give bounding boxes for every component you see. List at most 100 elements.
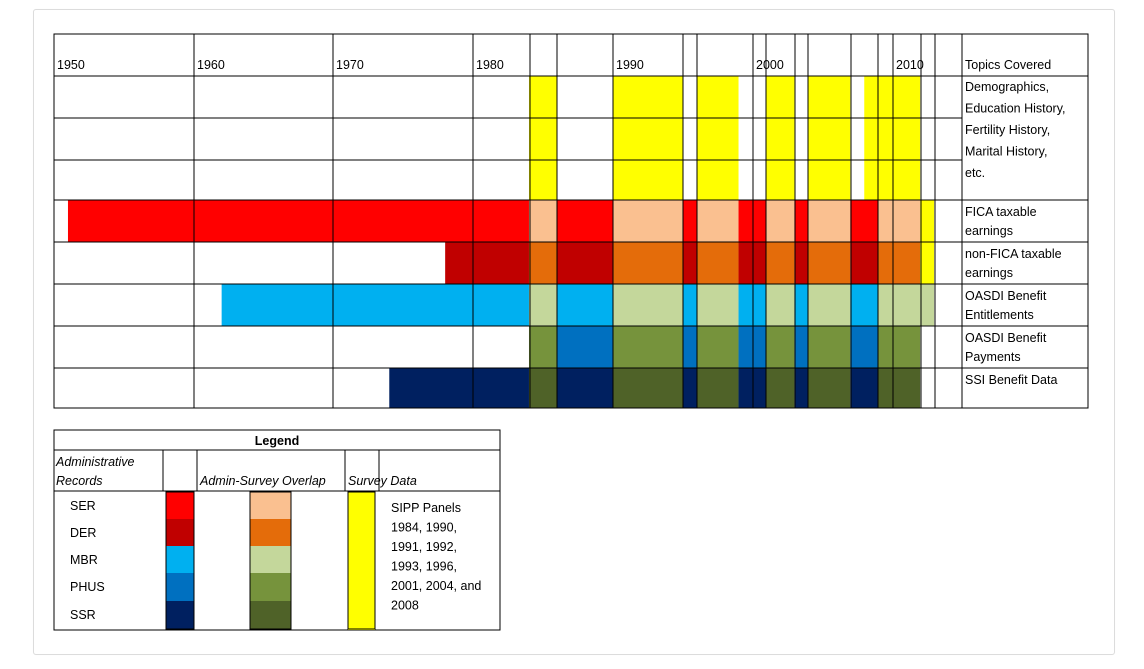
legend-table: Legend Administrative Records Admin-Survey …	[53, 429, 501, 631]
der-overlap-bar	[528, 242, 557, 284]
phus-overlap-bar	[696, 326, 739, 368]
legend-record-label: MBR	[70, 553, 98, 567]
decade-label: 1990	[616, 58, 644, 72]
mbr-admin-bar	[850, 284, 879, 326]
legend-record-label: PHUS	[70, 580, 105, 594]
ser-admin-bar	[682, 200, 697, 242]
legend-swatch-overlap-ser	[250, 492, 291, 519]
survey-topic-line: Demographics,	[965, 80, 1049, 94]
legend-survey-note: 1991, 1992,	[391, 540, 457, 554]
topic-der: earnings	[965, 266, 1013, 280]
survey-topic-line: Education History,	[965, 102, 1066, 116]
legend-survey-note: SIPP Panels	[391, 501, 461, 515]
legend-record-label: SER	[70, 499, 96, 513]
decade-label: 1980	[476, 58, 504, 72]
ssr-admin-bar	[850, 368, 879, 408]
topics-header: Topics Covered	[965, 58, 1051, 72]
ser-overlap-bar	[808, 200, 851, 242]
legend-swatch-overlap-ssr	[250, 601, 291, 629]
der-overlap-bar	[612, 242, 683, 284]
topic-mbr: OASDI Benefit	[965, 289, 1047, 303]
legend-record-label: SSR	[70, 608, 96, 622]
decade-label: 2010	[896, 58, 924, 72]
der-admin-bar	[445, 242, 529, 284]
der-survey-bar	[920, 242, 935, 284]
phus-overlap-bar	[528, 326, 557, 368]
phus-overlap-bar	[808, 326, 851, 368]
ssr-overlap-bar	[878, 368, 921, 408]
ser-overlap-bar	[696, 200, 739, 242]
legend-swatch-frame	[249, 491, 292, 630]
ssr-overlap-bar	[808, 368, 851, 408]
der-overlap-bar	[808, 242, 851, 284]
phus-overlap-bar	[612, 326, 683, 368]
survey-survey-bar	[528, 76, 557, 200]
legend-swatch-survey	[348, 492, 375, 630]
decade-label: 1970	[336, 58, 364, 72]
legend-swatch-overlap-der	[250, 519, 291, 546]
topic-der: non-FICA taxable	[965, 247, 1062, 261]
ssr-overlap-bar	[766, 368, 795, 408]
legend-col-overlap: Admin-Survey Overlap	[199, 474, 326, 488]
legend-swatch-admin-phus	[166, 573, 194, 601]
mbr-overlap-bar	[696, 284, 739, 326]
phus-admin-bar	[556, 326, 613, 368]
timeline-bars	[67, 76, 935, 408]
mbr-overlap-bar	[878, 284, 935, 326]
legend-survey-note: 1984, 1990,	[391, 521, 457, 535]
ssr-overlap-bar	[612, 368, 683, 408]
topic-ssr: SSI Benefit Data	[965, 373, 1057, 387]
ser-admin-bar	[67, 200, 529, 242]
legend-border	[53, 429, 501, 631]
ssr-overlap-bar	[528, 368, 557, 408]
ser-overlap-bar	[878, 200, 921, 242]
mbr-overlap-bar	[612, 284, 683, 326]
legend-survey-note: 2001, 2004, and	[391, 579, 481, 593]
survey-topic-line: etc.	[965, 166, 985, 180]
ssr-overlap-bar	[696, 368, 739, 408]
ser-overlap-bar	[766, 200, 795, 242]
legend-swatch-frame	[347, 491, 376, 630]
der-admin-bar	[682, 242, 697, 284]
ssr-admin-bar	[682, 368, 697, 408]
decade-label: 2000	[756, 58, 784, 72]
legend-swatch-admin-ssr	[166, 601, 194, 629]
ssr-admin-bar	[794, 368, 809, 408]
legend-swatch-admin-der	[166, 519, 194, 546]
legend-swatch-frame	[165, 491, 195, 630]
survey-survey-bar	[878, 76, 921, 200]
timeline-labels: 1950 1960 1970 1980 1990 2000 2010 Topics Cover…	[57, 58, 1066, 387]
legend-swatch-overlap-phus	[250, 573, 291, 601]
topic-ser: earnings	[965, 224, 1013, 238]
topic-phus: OASDI Benefit	[965, 331, 1047, 345]
legend-survey-note: 1993, 1996,	[391, 560, 457, 574]
ssr-admin-bar	[556, 368, 613, 408]
legend-swatch-overlap-mbr	[250, 546, 291, 573]
survey-topic-line: Fertility History,	[965, 123, 1050, 137]
timeline-grid	[53, 33, 1089, 409]
survey-survey-bar	[808, 76, 851, 200]
ser-admin-bar	[556, 200, 613, 242]
legend-survey-note: 2008	[391, 599, 419, 613]
der-admin-bar	[850, 242, 879, 284]
survey-topic-line: Marital History,	[965, 145, 1047, 159]
mbr-overlap-bar	[766, 284, 795, 326]
der-admin-bar	[556, 242, 613, 284]
mbr-admin-bar	[794, 284, 809, 326]
mbr-admin-bar	[682, 284, 697, 326]
ser-overlap-bar	[528, 200, 557, 242]
decade-label: 1960	[197, 58, 225, 72]
mbr-admin-bar	[556, 284, 613, 326]
survey-survey-bar	[612, 76, 683, 200]
grid-border	[53, 33, 1089, 409]
phus-overlap-bar	[878, 326, 921, 368]
phus-admin-bar	[794, 326, 809, 368]
der-overlap-bar	[766, 242, 795, 284]
decade-label: 1950	[57, 58, 85, 72]
ser-survey-bar	[920, 200, 935, 242]
mbr-overlap-bar	[808, 284, 851, 326]
phus-admin-bar	[850, 326, 879, 368]
topic-phus: Payments	[965, 350, 1021, 364]
der-admin-bar	[794, 242, 809, 284]
